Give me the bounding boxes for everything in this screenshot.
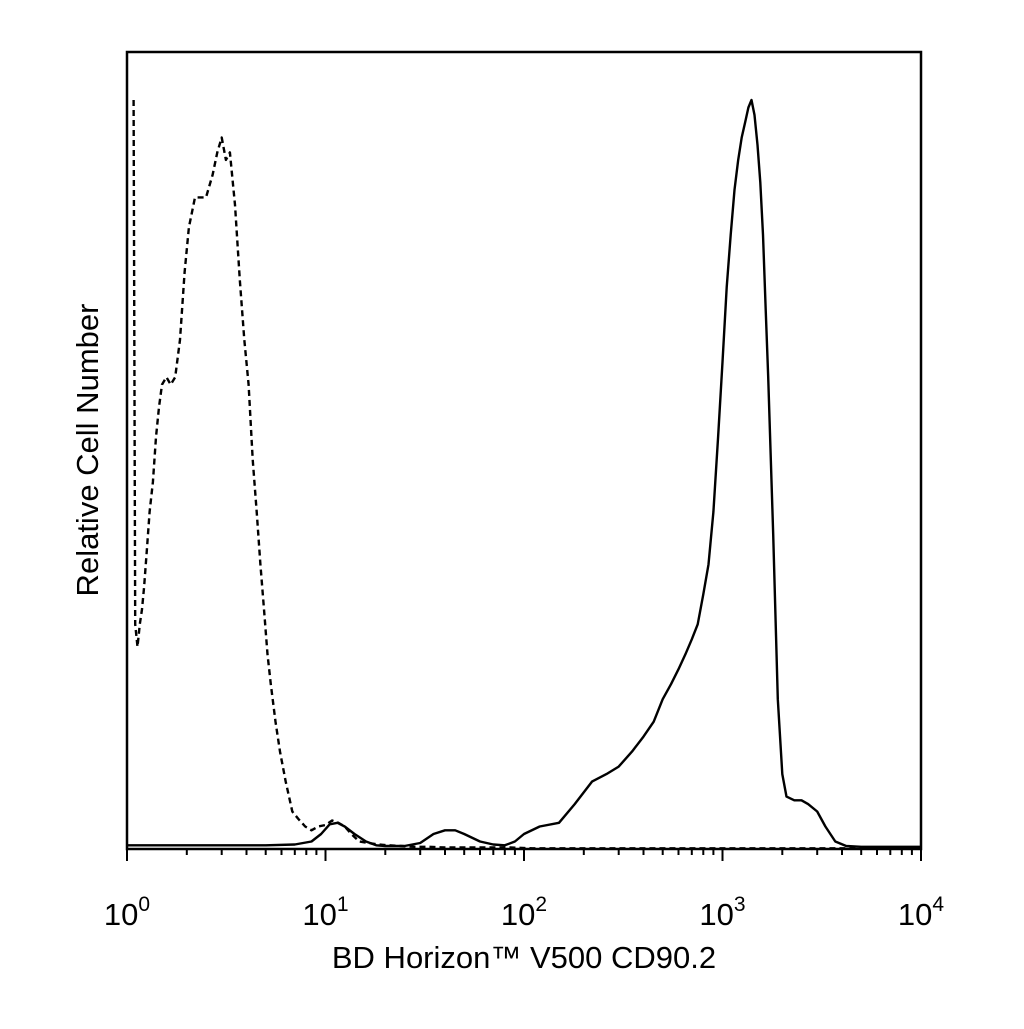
x-axis-label: BD Horizon™ V500 CD90.2 <box>332 940 716 975</box>
x-tick-label: 101 <box>302 893 348 932</box>
y-axis-label: Relative Cell Number <box>70 304 105 597</box>
plot-frame <box>125 50 923 851</box>
series-line-solid <box>127 98 921 848</box>
x-axis-tick-labels: 100 101 102 103 104 <box>104 893 944 932</box>
series-layer <box>127 98 921 850</box>
x-tick-label: 103 <box>699 893 745 932</box>
series-line-dashed <box>132 99 921 850</box>
x-tick-label: 102 <box>501 893 547 932</box>
x-axis-ticks <box>126 849 922 861</box>
x-tick-label: 100 <box>104 893 150 932</box>
x-tick-label: 104 <box>898 893 944 932</box>
